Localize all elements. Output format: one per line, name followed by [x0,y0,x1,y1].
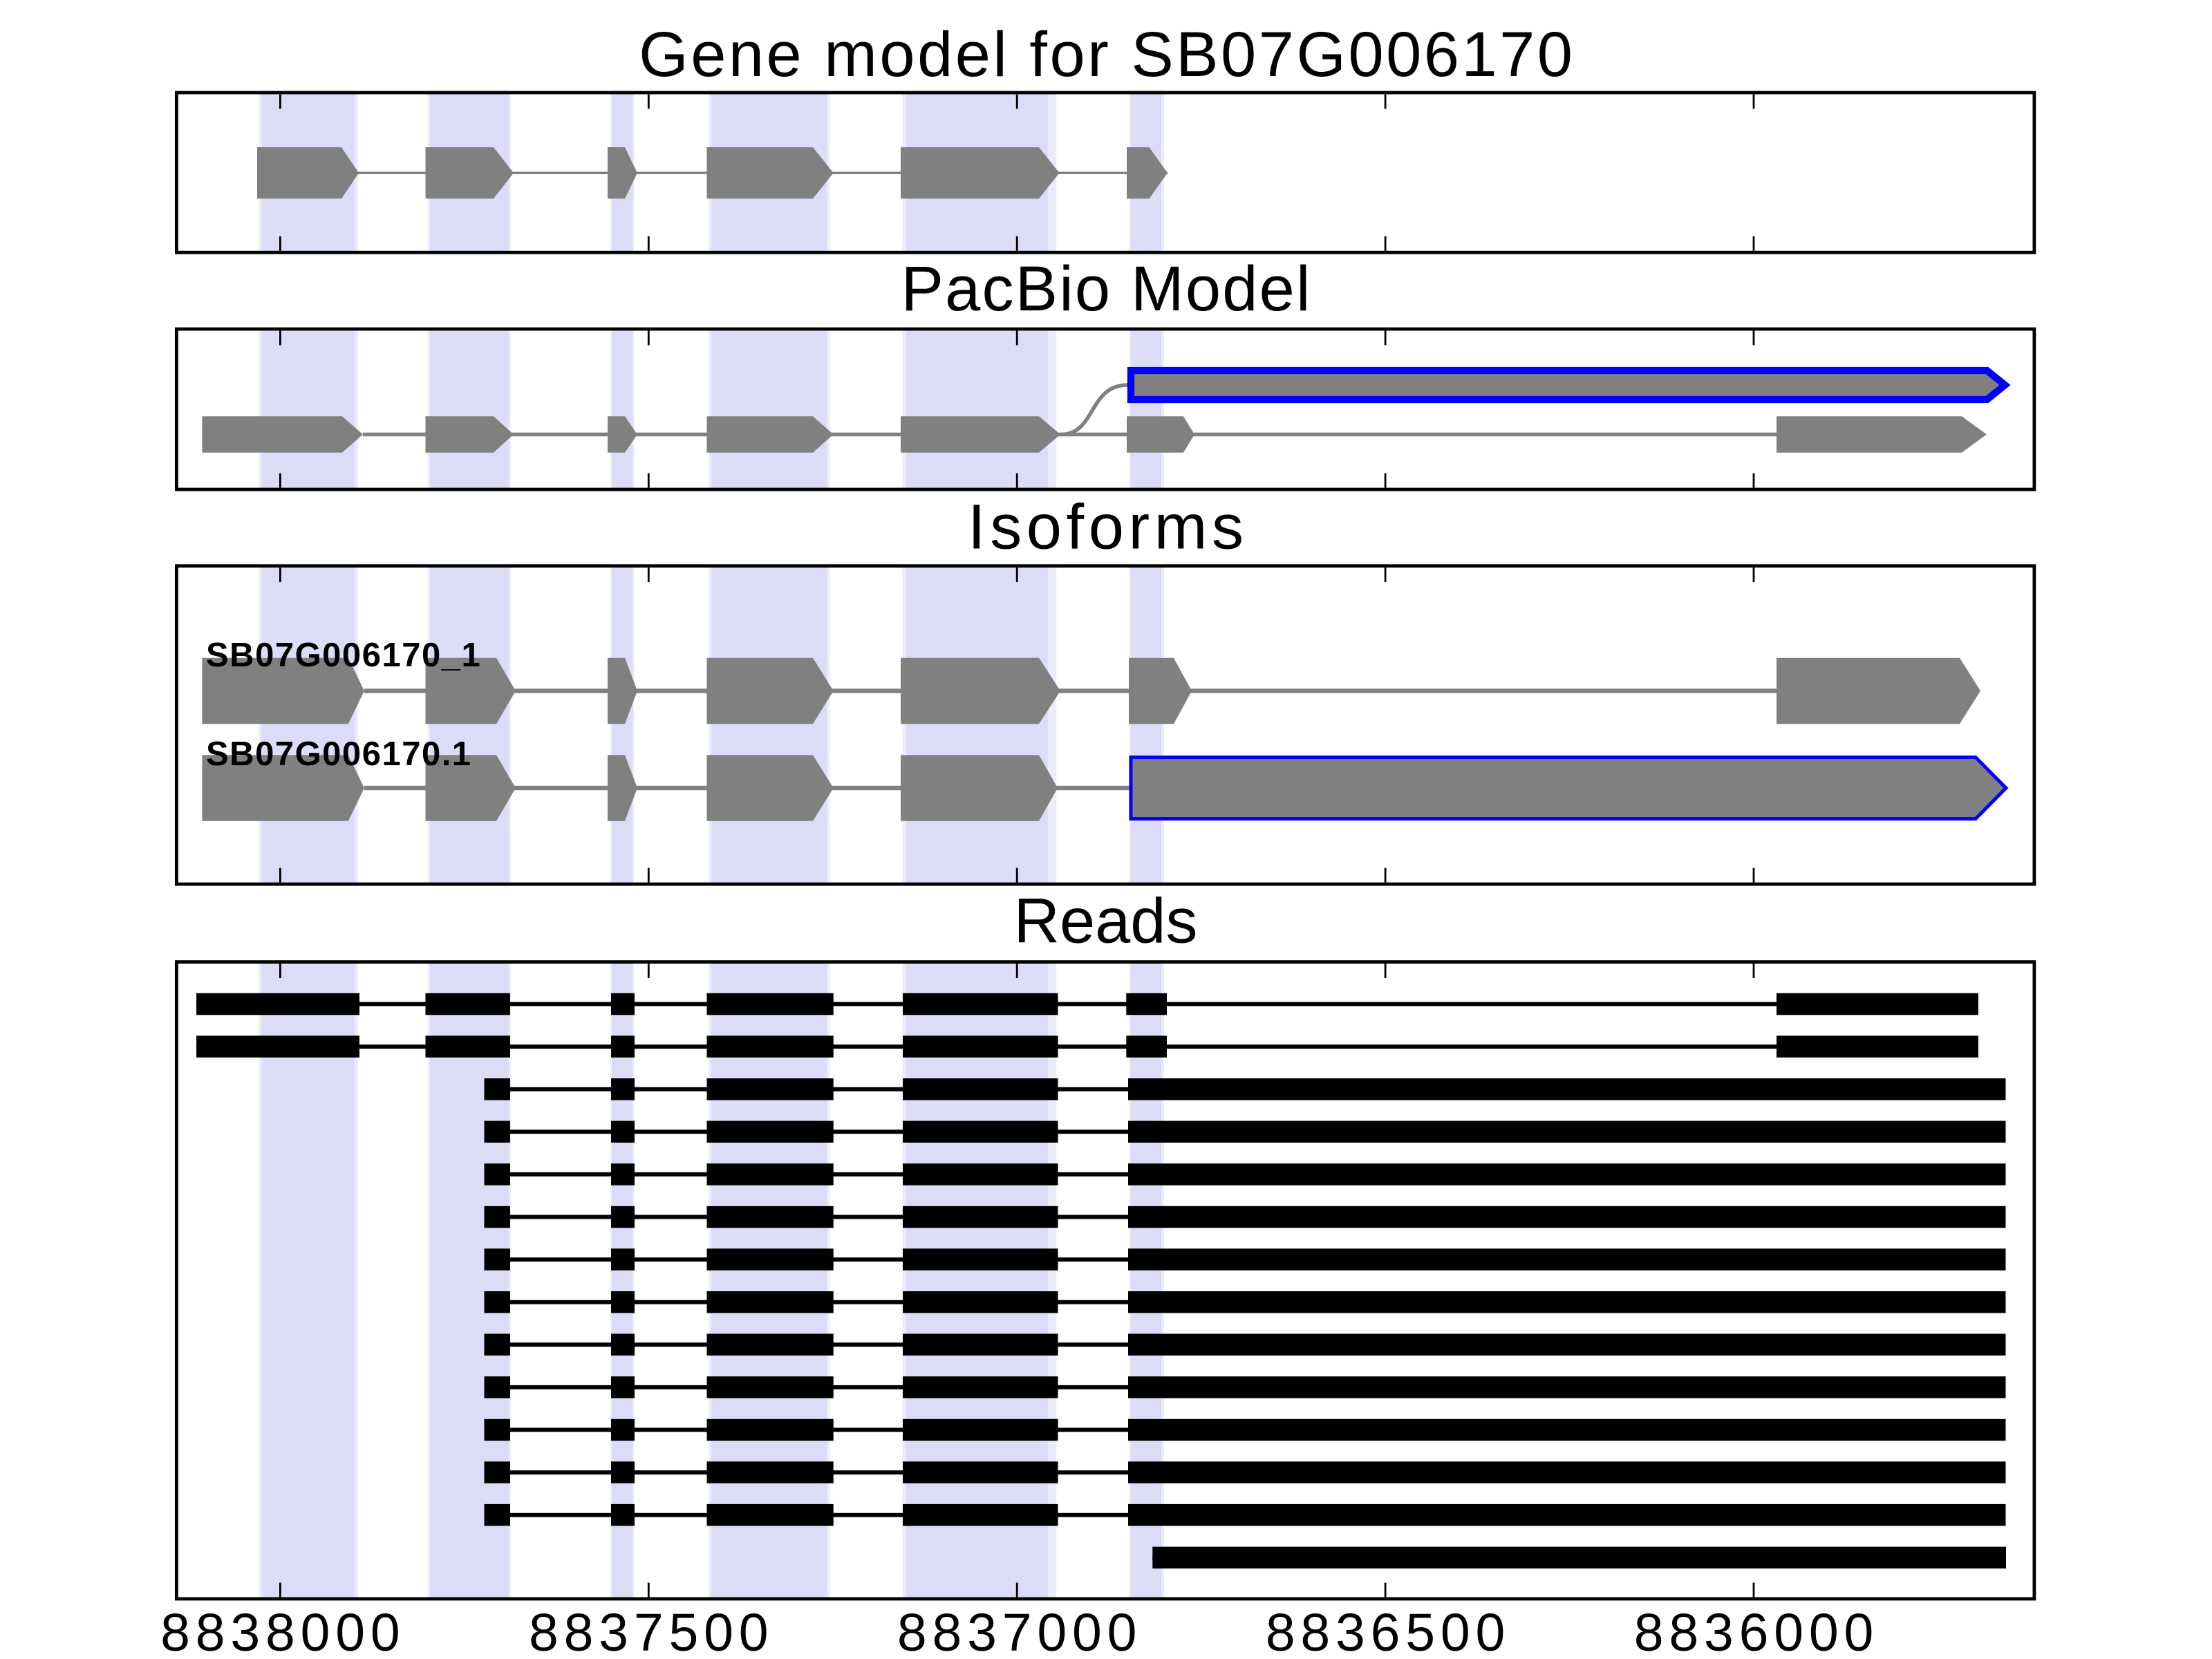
svg-text:8836000: 8836000 [1634,1603,1879,1659]
svg-text:PacBio Model: PacBio Model [901,254,1312,324]
svg-text:Reads: Reads [1014,886,1198,957]
svg-text:Isoforms: Isoforms [968,492,1248,563]
svg-text:Gene model for SB07G006170: Gene model for SB07G006170 [639,19,1575,90]
svg-text:8837500: 8837500 [529,1603,774,1659]
svg-text:SB07G006170_1: SB07G006170_1 [206,637,481,674]
svg-text:8836500: 8836500 [1266,1603,1510,1659]
svg-text:SB07G006170.1: SB07G006170.1 [206,735,472,773]
svg-text:8838000: 8838000 [160,1603,405,1659]
svg-text:8837000: 8837000 [897,1603,1142,1659]
